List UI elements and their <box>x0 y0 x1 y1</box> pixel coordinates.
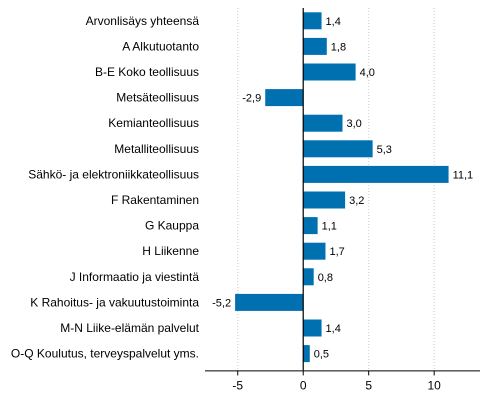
bar <box>303 37 327 55</box>
bar <box>303 191 346 209</box>
category-label: O-Q Koulutus, terveyspalvelut yms. <box>11 347 199 361</box>
bar <box>303 345 310 363</box>
category-label: F Rakentaminen <box>111 193 199 207</box>
category-label: M-N Liike-elämän palvelut <box>60 321 199 335</box>
category-label: Kemianteollisuus <box>108 116 199 130</box>
category-label: H Liikenne <box>142 244 199 258</box>
category-label: K Rahoitus- ja vakuutustoiminta <box>30 295 199 309</box>
bar <box>235 293 304 311</box>
bar <box>303 319 322 337</box>
value-label: 3,0 <box>347 118 362 130</box>
category-label: Metsäteollisuus <box>116 91 199 105</box>
value-label: 3,2 <box>349 195 364 207</box>
x-axis: -5 0 5 10 <box>205 370 480 392</box>
bar <box>265 89 304 107</box>
bar <box>303 140 373 158</box>
value-label: -2,9 <box>242 93 261 105</box>
value-label: 1,8 <box>331 41 346 53</box>
x-tick-label: 0 <box>300 378 307 392</box>
category-label: A Alkutuotanto <box>122 39 199 53</box>
x-tick-label: 5 <box>365 378 372 392</box>
value-labels: 1,4 1,8 4,0 -2,9 3,0 5,3 11,1 3,2 1,1 1,7 0,8 -5,2 1… <box>212 16 473 361</box>
x-tick-label: -5 <box>232 378 243 392</box>
value-label: 1,4 <box>326 323 341 335</box>
bar <box>303 242 326 260</box>
category-label: G Kauppa <box>145 219 199 233</box>
bar <box>303 63 356 81</box>
bar <box>303 165 449 183</box>
value-label: 0,5 <box>314 349 329 361</box>
value-label: 4,0 <box>360 67 375 79</box>
value-label: 1,4 <box>326 16 341 28</box>
bars <box>235 12 449 363</box>
category-label: J Informaatio ja viestintä <box>70 270 200 284</box>
bar <box>303 12 322 30</box>
value-label: 11,1 <box>453 169 474 181</box>
grid-lines <box>237 8 435 371</box>
bar <box>303 268 314 286</box>
category-label: Arvonlisäys yhteensä <box>86 14 200 28</box>
value-label: 0,8 <box>318 272 333 284</box>
x-tick-label: 10 <box>427 378 441 392</box>
value-label: 1,1 <box>322 221 337 233</box>
category-label: B-E Koko teollisuus <box>95 65 199 79</box>
value-label: -5,2 <box>212 297 231 309</box>
category-labels: Arvonlisäys yhteensä A Alkutuotanto B-E Ko… <box>11 14 200 361</box>
value-label: 1,7 <box>329 246 344 258</box>
category-label: Sähkö- ja elektroniikkateollisuus <box>28 167 199 181</box>
bar <box>303 114 343 132</box>
value-label: 5,3 <box>377 144 392 156</box>
category-label: Metalliteollisuus <box>114 142 199 156</box>
bar <box>303 217 318 235</box>
